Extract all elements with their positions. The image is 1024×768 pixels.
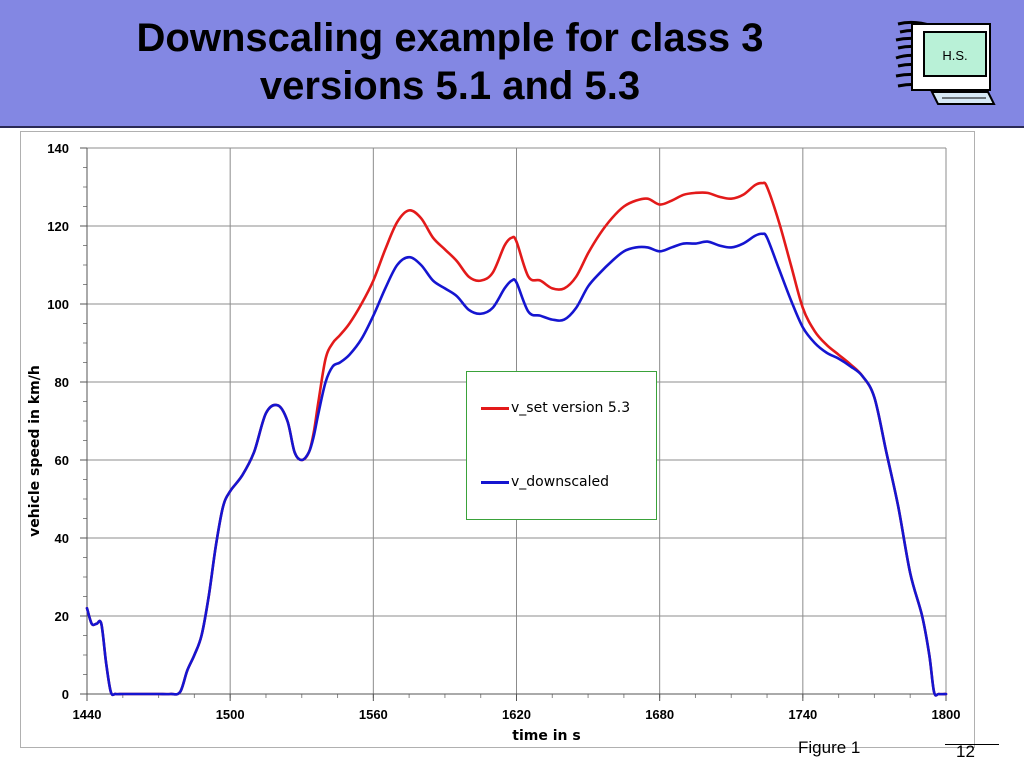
legend-item-v-downscaled: v_downscaled [481, 472, 609, 492]
title-line-1: Downscaling example for class 3 [136, 16, 764, 60]
x-tick-label: 1740 [788, 707, 817, 722]
chart-legend: v_set version 5.3 v_downscaled [466, 371, 657, 520]
x-axis-label: time in s [512, 728, 580, 744]
y-tick-label: 80 [55, 375, 69, 390]
y-tick-label: 60 [55, 453, 69, 468]
x-tick-label: 1560 [359, 707, 388, 722]
logo-text: H.S. [942, 48, 967, 63]
page-number: 12 [956, 742, 975, 761]
computer-logo-icon: H.S. [895, 20, 996, 105]
legend-item-v-set: v_set version 5.3 [481, 398, 630, 418]
title-line-2: versions 5.1 and 5.3 [259, 64, 641, 108]
x-tick-label: 1620 [502, 707, 531, 722]
y-tick-label: 100 [47, 297, 69, 312]
y-tick-label: 120 [47, 219, 69, 234]
figure-caption: Figure 1 [798, 738, 861, 757]
x-tick-label: 1440 [73, 707, 102, 722]
x-tick-label: 1680 [645, 707, 674, 722]
x-tick-label: 1500 [216, 707, 245, 722]
x-tick-label: 1800 [932, 707, 961, 722]
legend-label-v-downscaled: v_downscaled [511, 474, 610, 490]
y-tick-label: 0 [62, 687, 69, 702]
y-tick-label: 140 [47, 141, 69, 156]
page-number-divider [945, 744, 999, 745]
legend-label-v-set: v_set version 5.3 [511, 400, 631, 416]
y-axis-label: vehicle speed in km/h [27, 365, 43, 537]
slide-header: Downscaling example for class 3 versions… [0, 0, 1024, 128]
series-line-v-downscaled [85, 232, 948, 697]
legend-swatch-v-set [481, 406, 509, 410]
y-tick-label: 20 [55, 609, 69, 624]
speed-chart: 0 20 40 60 80 100 120 140 1440 1500 1560 1620 1680 17… [27, 141, 961, 744]
slide-title: Downscaling example for class 3 versions… [60, 14, 840, 110]
legend-swatch-v-downscaled [481, 480, 509, 484]
y-tick-label: 40 [55, 531, 69, 546]
